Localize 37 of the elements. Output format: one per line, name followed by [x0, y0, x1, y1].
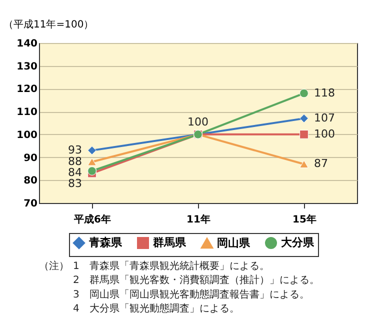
- legend-label: 青森県: [88, 236, 123, 249]
- x-tick-label: 11年: [186, 214, 210, 226]
- data-label: 100: [314, 127, 335, 140]
- y-tick-label: 80: [24, 176, 38, 187]
- data-label: 87: [314, 157, 328, 170]
- x-tick-label: 平成6年: [73, 214, 111, 226]
- data-label: 83: [68, 176, 82, 190]
- point: [300, 114, 308, 123]
- legend-label: 群馬県: [152, 236, 187, 249]
- y-tick-label: 100: [16, 130, 38, 141]
- point: [88, 158, 96, 166]
- point: [88, 166, 96, 176]
- data-label: 118: [314, 86, 335, 100]
- text: 3 岡山県「岡山県観光客動態調査報告書」による。: [73, 288, 310, 300]
- x-tick-label: 15年: [292, 214, 316, 226]
- point: [88, 146, 96, 155]
- y-tick-label: 120: [16, 84, 38, 96]
- legend-label: 大分県: [281, 236, 315, 249]
- y-tick-label: 70: [24, 198, 38, 210]
- point: [300, 130, 308, 139]
- data-label: 107: [314, 111, 335, 124]
- y-tick-label: 130: [16, 61, 38, 72]
- y-tick-label: 140: [16, 38, 38, 50]
- y-tick-label: 110: [16, 107, 38, 118]
- y-axis-title: （平成11年=100）: [4, 18, 94, 30]
- text: 2 群馬県「観光客数・消費額調査（推計）」による。: [73, 274, 320, 286]
- y-tick-label: 90: [24, 152, 38, 164]
- data-label: 88: [68, 154, 82, 168]
- text: （注）: [39, 260, 69, 272]
- text: 1 青森県「青森県観光統計概要」による。: [73, 260, 270, 272]
- legend-label: 岡山県: [217, 236, 251, 250]
- point: [300, 88, 308, 98]
- point: [300, 160, 308, 168]
- data-label: 100: [188, 115, 208, 128]
- data-label: 93: [68, 143, 82, 156]
- data-label: 84: [68, 166, 82, 179]
- text: 4 大分県「観光動態調査」による。: [73, 302, 240, 314]
